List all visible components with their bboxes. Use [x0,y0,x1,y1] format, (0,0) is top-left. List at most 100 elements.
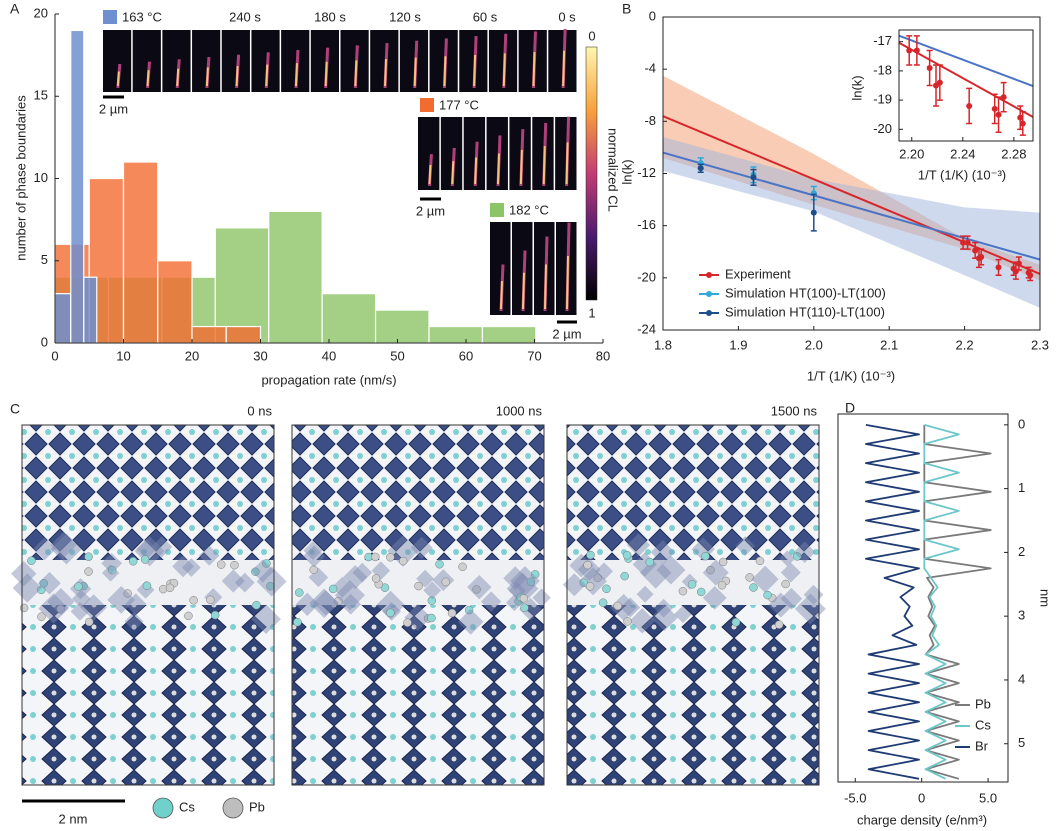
legend-label: Cs [975,717,991,732]
y-tick-label: 3 [1018,608,1025,623]
inset-x-label: 1/T (1/K) (10⁻³) [918,167,1006,182]
inset-background [899,30,1033,141]
interface-atom [763,590,772,600]
x-tick-label: 0 [51,348,58,363]
legend-swatch [420,98,434,112]
cl-frame [555,117,577,190]
legend-swatch [103,10,117,24]
cl-frame [418,117,440,190]
interface-octahedron [334,580,366,611]
interface-atom [37,612,46,621]
interface-octahedron [505,594,523,612]
interface-octahedron [780,587,803,610]
cl-streak-bright [566,255,569,310]
interface-atom [403,618,412,627]
cl-streak-bright [451,161,455,185]
data-point [991,105,998,112]
cl-streak-bright [565,142,569,185]
cl-streak-bright [474,157,478,185]
snapshot-time: 1500 ns [771,403,818,418]
panel-label: C [10,401,20,417]
plot-frame [898,29,1034,142]
interface-octahedron [50,533,82,565]
interface-atom [414,581,423,591]
plot-frame [837,413,1009,783]
profile-line [923,423,960,780]
interface-octahedron [12,573,42,603]
inset-area [899,34,1033,136]
plot-area [663,75,1040,308]
interface-atom [435,559,444,569]
interface-atom [371,574,381,583]
cl-streak-bright [497,153,500,185]
interface-octahedron [251,559,275,583]
histogram-bar [268,210,323,344]
interface-atom [749,583,758,592]
histogram-bar [70,29,85,344]
y-tick-label: 1 [1018,480,1025,495]
interface-atom [519,594,529,603]
data-point [906,47,913,54]
legend-label: Simulation HT(110)-LT(100) [725,304,885,319]
snapshot-lower [292,605,544,785]
interface-atom [371,552,380,562]
interface-atom [701,551,710,561]
data-point [1015,260,1022,267]
data-point [964,239,971,246]
interface-octahedron [136,538,157,560]
interface-octahedron [331,576,353,598]
cl-streak-bright [542,146,546,185]
interface-atom [189,596,198,605]
cl-frame [532,117,554,190]
interface-octahedron [313,590,339,616]
interface-atom [774,620,784,629]
interface-atom [755,556,765,566]
interface-octahedron [779,550,796,567]
interface-octahedron [47,587,75,616]
interface-atom [216,560,226,569]
interface-atom [328,584,338,594]
interface-atom [602,584,611,594]
legend-label: Pb [975,696,991,711]
snapshot-frame [291,424,545,786]
interface-atom [731,618,741,627]
interface-atom [623,617,632,626]
histogram-bar [374,309,430,344]
interface-octahedron [181,558,201,577]
cl-frame [490,222,511,315]
legend-atom [222,797,244,819]
interface-atom [687,580,697,589]
x-tick-label: 30 [253,348,267,363]
cl-streak-bright [294,63,298,87]
interface-octahedron [234,572,255,593]
legend-label: 182 °C [509,202,549,217]
interface-atom [262,559,271,568]
y-tick-label: 15 [34,88,48,103]
interface-atom [386,552,395,562]
interface-atom [586,550,595,560]
interface-octahedron [309,588,339,619]
data-point [966,102,973,109]
interface-octahedron [793,541,816,563]
interface-octahedron [107,585,136,614]
interface-octahedron [702,559,729,586]
interface-atom [140,555,150,564]
interface-atom [427,596,437,605]
panel-label: D [845,400,855,416]
y-tick-label: -12 [637,165,656,180]
data-point [810,209,817,216]
interface-octahedron [656,555,686,585]
interface-octahedron [352,562,373,583]
interface-atom [464,605,474,615]
interface-atom [142,581,152,590]
x-tick-label: 2.1 [880,337,898,352]
legend-marker [706,310,712,316]
interface-atom [427,613,436,623]
interface-octahedron [101,553,122,574]
time-label: 180 s [314,9,346,24]
interface-octahedron [768,592,794,618]
interface-atom [598,598,608,607]
interface-atom [39,578,49,588]
interface-octahedron [751,565,779,593]
y-tick-label: -19 [873,92,892,107]
